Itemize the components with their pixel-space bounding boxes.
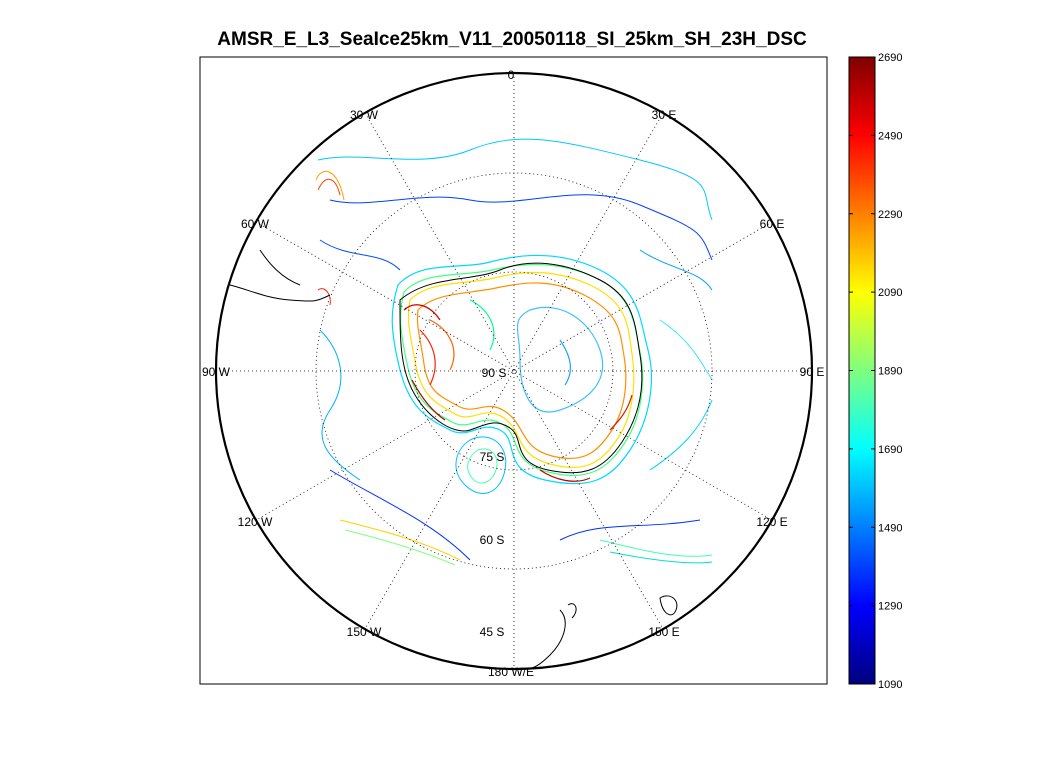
- colorbar-tick-label: 1490: [878, 522, 902, 534]
- colorbar-tick-label: 2090: [878, 287, 902, 299]
- map-boundary: [214, 71, 814, 671]
- meridian-label-120w: 120 W: [238, 515, 273, 529]
- graticule: [216, 73, 812, 669]
- parallel-label-75s: 75 S: [480, 450, 505, 464]
- meridian-label-30w: 30 W: [350, 108, 379, 122]
- meridian-label-90e: 90 E: [800, 365, 825, 379]
- meridian-label-120e: 120 E: [756, 515, 787, 529]
- meridian-label-180: 180 W/E: [488, 665, 534, 679]
- colorbar-ticks: 2690 2490 2290 2090 1890 1690 1490 1290 1090: [849, 52, 902, 691]
- meridian-label-0: 0: [508, 68, 515, 82]
- colorbar-gradient: [848, 56, 876, 685]
- colorbar-tick-label: 1090: [878, 679, 902, 691]
- meridian-label-150w: 150 W: [347, 625, 382, 639]
- contour-field: [229, 138, 713, 669]
- meridian-label-90w: 90 W: [202, 365, 231, 379]
- colorbar-tick-label: 1890: [878, 366, 902, 378]
- map-axes-frame: [199, 56, 828, 685]
- meridian-labels: 0 30 E 60 E 90 E 120 E 150 E 180 W/E 150…: [202, 68, 824, 679]
- parallel-label-60s: 60 S: [480, 533, 505, 547]
- meridian-label-150e: 150 E: [648, 625, 679, 639]
- parallel-label-45s: 45 S: [480, 625, 505, 639]
- colorbar-tick-label: 2290: [878, 209, 902, 221]
- meridian-label-60e: 60 E: [760, 217, 785, 231]
- meridian-label-30e: 30 E: [652, 108, 677, 122]
- parallel-labels: 90 S 75 S 60 S 45 S: [480, 366, 507, 639]
- figure-title: AMSR_E_L3_SeaIce25km_V11_20050118_SI_25k…: [217, 29, 807, 50]
- meridian-label-60w: 60 W: [241, 217, 270, 231]
- parallel-label-90s: 90 S: [482, 366, 507, 380]
- colorbar-tick-label: 1690: [878, 444, 902, 456]
- colorbar-tick-label: 2690: [878, 52, 902, 64]
- colorbar-tick-label: 2490: [878, 130, 902, 142]
- colorbar: 2690 2490 2290 2090 1890 1690 1490 1290 1090: [848, 52, 902, 691]
- colorbar-tick-label: 1290: [878, 601, 902, 613]
